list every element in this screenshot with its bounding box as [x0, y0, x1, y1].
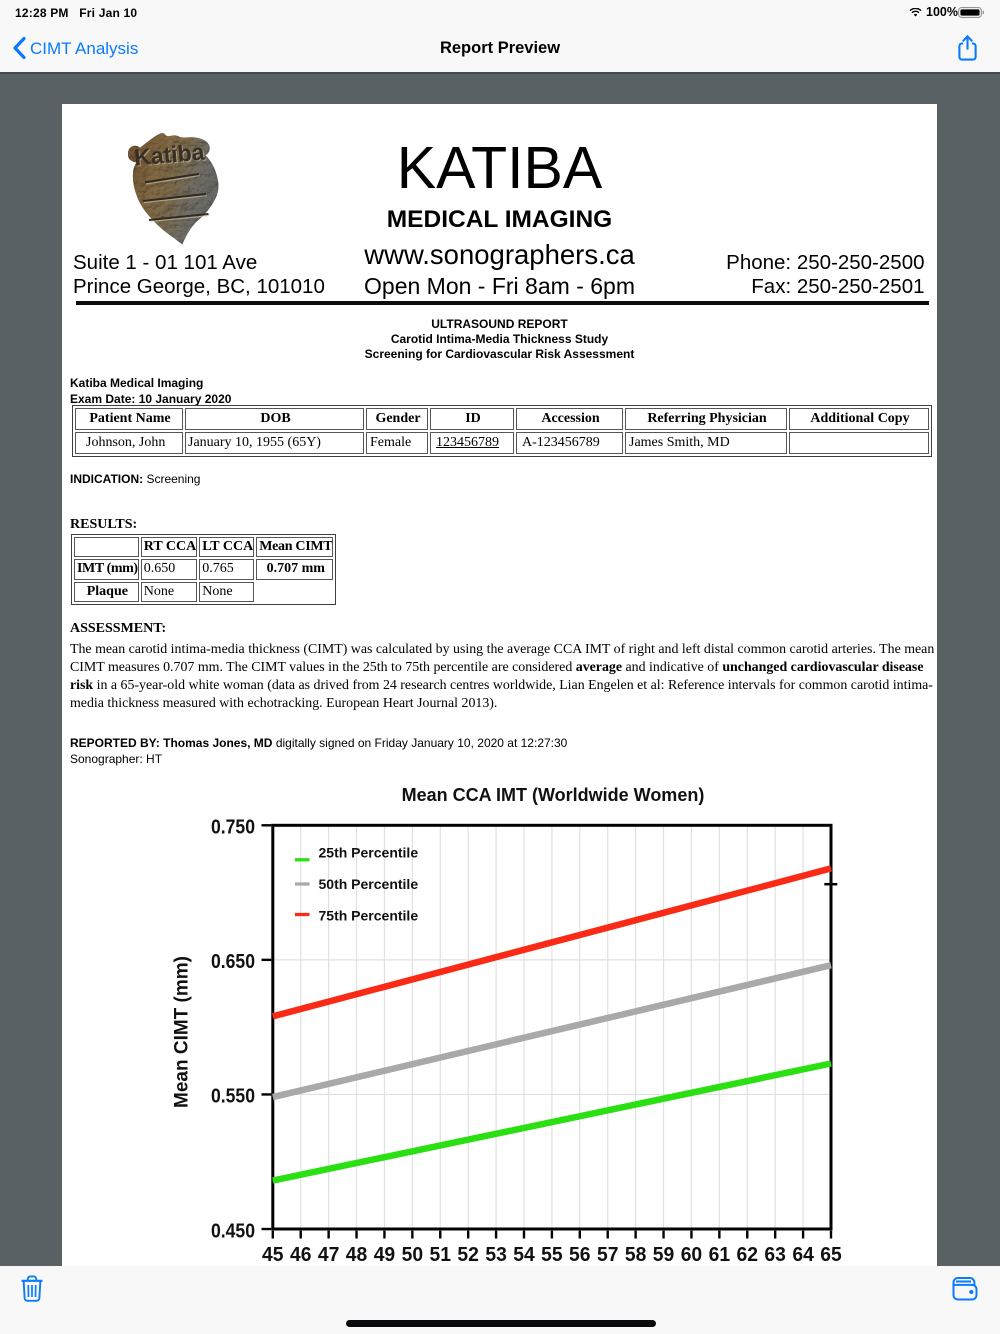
svg-text:0.450: 0.450 — [211, 1220, 255, 1242]
svg-text:25th Percentile: 25th Percentile — [319, 845, 419, 861]
svg-text:64: 64 — [792, 1244, 814, 1266]
svg-text:47: 47 — [318, 1244, 340, 1266]
svg-text:Katiba: Katiba — [133, 139, 205, 171]
svg-text:52: 52 — [457, 1244, 479, 1266]
svg-text:65: 65 — [820, 1244, 842, 1266]
svg-text:51: 51 — [430, 1244, 452, 1266]
svg-text:Mean CIMT (mm): Mean CIMT (mm) — [172, 956, 193, 1108]
svg-text:53: 53 — [485, 1244, 507, 1266]
svg-text:55: 55 — [541, 1244, 563, 1266]
svg-text:59: 59 — [653, 1244, 675, 1266]
svg-text:58: 58 — [625, 1244, 647, 1266]
svg-text:50th Percentile: 50th Percentile — [319, 876, 419, 892]
svg-text:46: 46 — [290, 1244, 312, 1266]
svg-text:62: 62 — [737, 1244, 759, 1266]
svg-text:0.650: 0.650 — [211, 951, 255, 973]
svg-text:50: 50 — [402, 1244, 424, 1266]
svg-text:45: 45 — [262, 1244, 284, 1266]
svg-text:57: 57 — [597, 1244, 619, 1266]
svg-text:49: 49 — [374, 1244, 396, 1266]
svg-text:56: 56 — [569, 1244, 591, 1266]
svg-text:Katiba: Katiba — [134, 140, 206, 172]
svg-text:60: 60 — [681, 1244, 703, 1266]
svg-text:Mean CCA IMT (Worldwide Women): Mean CCA IMT (Worldwide Women) — [402, 785, 705, 805]
svg-text:0.750: 0.750 — [211, 817, 255, 839]
svg-text:54: 54 — [513, 1244, 535, 1266]
svg-text:61: 61 — [709, 1244, 731, 1266]
svg-text:63: 63 — [764, 1244, 786, 1266]
svg-text:0.550: 0.550 — [211, 1086, 255, 1108]
svg-text:75th Percentile: 75th Percentile — [319, 908, 419, 924]
svg-text:48: 48 — [346, 1244, 368, 1266]
